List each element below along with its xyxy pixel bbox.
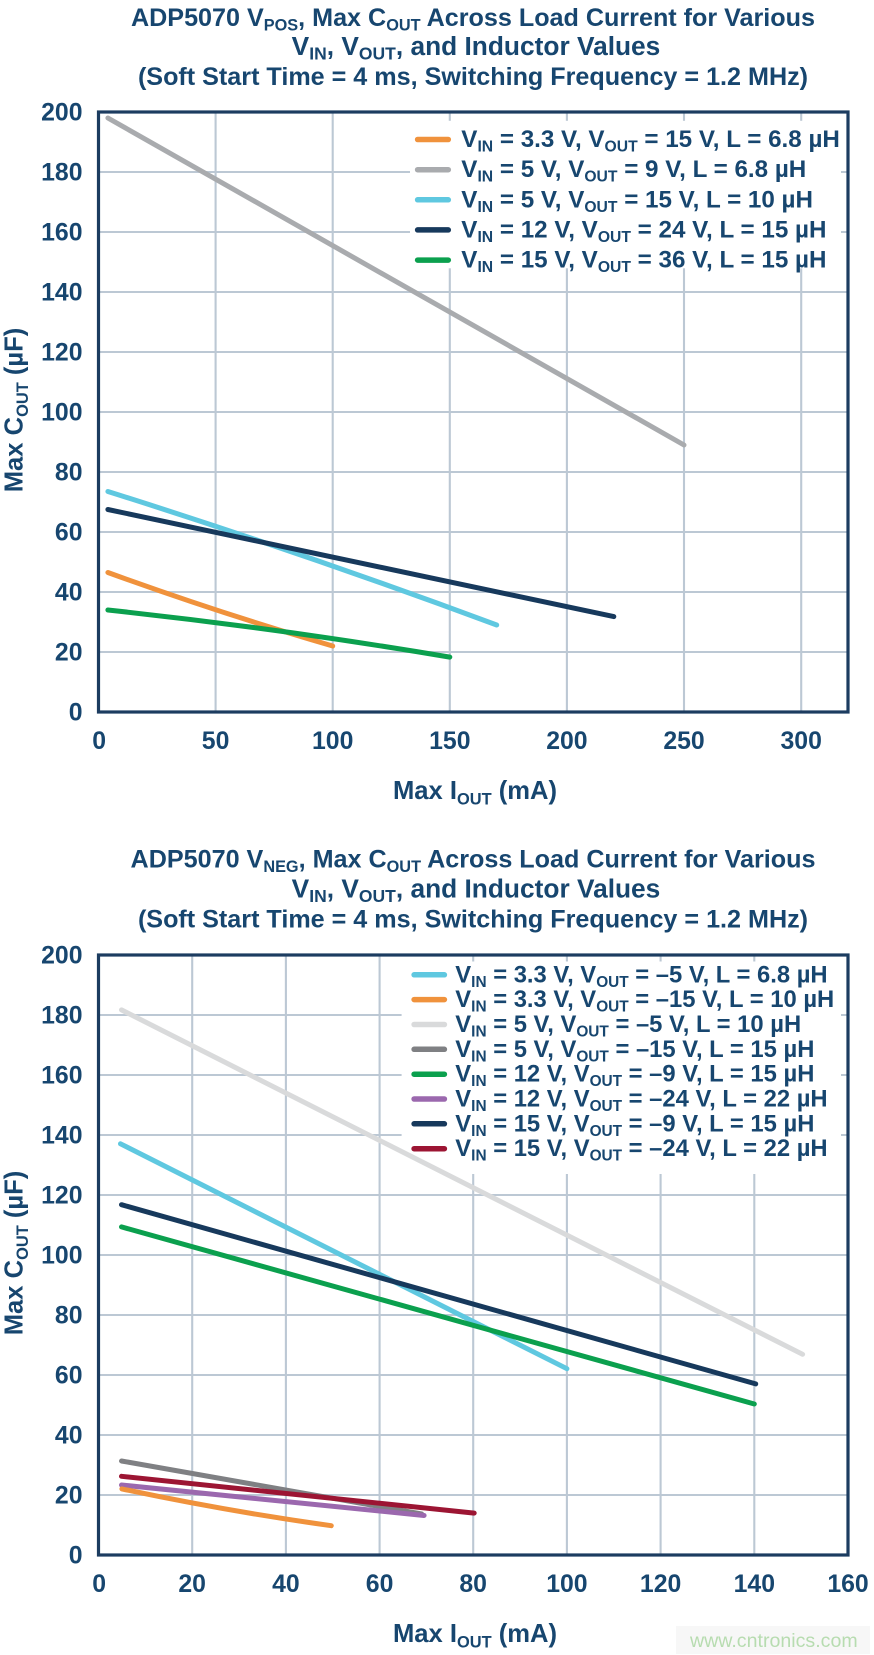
svg-text:100: 100 xyxy=(312,728,353,755)
svg-text:40: 40 xyxy=(272,1571,300,1598)
svg-text:VIN​ = 5 V, VOUT​ = 15 V, L =: VIN​ = 5 V, VOUT​ = 15 V, L = 10 µH xyxy=(461,186,813,216)
svg-text:150: 150 xyxy=(429,728,470,755)
svg-text:(Soft Start Time = 4 ms, Switc: (Soft Start Time = 4 ms, Switching Frequ… xyxy=(138,906,808,934)
svg-text:120: 120 xyxy=(41,340,82,367)
svg-text:100: 100 xyxy=(41,400,82,427)
svg-text:200: 200 xyxy=(41,943,82,970)
svg-text:100: 100 xyxy=(546,1571,587,1598)
svg-text:50: 50 xyxy=(202,728,230,755)
svg-text:120: 120 xyxy=(640,1571,681,1598)
svg-text:www.cntronics.com: www.cntronics.com xyxy=(689,1630,858,1652)
svg-text:300: 300 xyxy=(781,728,822,755)
svg-text:180: 180 xyxy=(41,160,82,187)
svg-text:40: 40 xyxy=(55,1423,83,1450)
svg-text:0: 0 xyxy=(69,1543,83,1570)
svg-text:ADP5070 VPOS​, Max COUT​ Acros: ADP5070 VPOS​, Max COUT​ Across Load Cur… xyxy=(131,4,815,35)
svg-text:160: 160 xyxy=(41,220,82,247)
svg-text:VIN​ = 15 V, VOUT​ = –24 V, L: VIN​ = 15 V, VOUT​ = –24 V, L = 22 µH xyxy=(455,1135,827,1165)
svg-text:0: 0 xyxy=(92,728,106,755)
svg-text:140: 140 xyxy=(41,280,82,307)
svg-text:0: 0 xyxy=(92,1571,106,1598)
svg-text:60: 60 xyxy=(55,1363,83,1390)
svg-text:60: 60 xyxy=(366,1571,394,1598)
svg-text:200: 200 xyxy=(546,728,587,755)
svg-text:VIN​ = 12 V, VOUT​ = –24 V, L: VIN​ = 12 V, VOUT​ = –24 V, L = 22 µH xyxy=(455,1085,827,1115)
svg-text:200: 200 xyxy=(41,100,82,127)
svg-text:(Soft Start Time = 4 ms, Switc: (Soft Start Time = 4 ms, Switching Frequ… xyxy=(138,63,808,91)
svg-text:160: 160 xyxy=(41,1063,82,1090)
svg-text:250: 250 xyxy=(663,728,704,755)
svg-text:40: 40 xyxy=(55,580,83,607)
svg-text:ADP5070 VNEG​, Max COUT​ Acros: ADP5070 VNEG​, Max COUT​ Across Load Cur… xyxy=(131,846,816,877)
svg-text:100: 100 xyxy=(41,1243,82,1270)
svg-text:140: 140 xyxy=(734,1571,775,1598)
svg-text:VIN​ = 12 V, VOUT​ = –9 V, L =: VIN​ = 12 V, VOUT​ = –9 V, L = 15 µH xyxy=(455,1061,814,1091)
svg-text:140: 140 xyxy=(41,1123,82,1150)
svg-text:20: 20 xyxy=(55,640,83,667)
svg-text:80: 80 xyxy=(55,1303,83,1330)
svg-text:VIN​ = 15 V, VOUT​ = –9 V, L =: VIN​ = 15 V, VOUT​ = –9 V, L = 15 µH xyxy=(455,1110,814,1140)
svg-text:Max IOUT​ (mA): Max IOUT​ (mA) xyxy=(393,1620,557,1652)
svg-text:20: 20 xyxy=(178,1571,206,1598)
svg-text:VIN​, VOUT​, and Inductor Valu: VIN​, VOUT​, and Inductor Values xyxy=(292,874,661,907)
svg-text:VIN​ = 15 V, VOUT​ = 36 V, L =: VIN​ = 15 V, VOUT​ = 36 V, L = 15 µH xyxy=(461,247,826,277)
svg-text:VIN​ = 3.3 V, VOUT​ = –5 V, L: VIN​ = 3.3 V, VOUT​ = –5 V, L = 6.8 µH xyxy=(455,961,827,991)
svg-text:VIN​ = 5 V, VOUT​ = 9 V, L = 6: VIN​ = 5 V, VOUT​ = 9 V, L = 6.8 µH xyxy=(461,156,806,186)
svg-text:180: 180 xyxy=(41,1003,82,1030)
svg-text:VIN​ = 12 V, VOUT​ = 24 V, L =: VIN​ = 12 V, VOUT​ = 24 V, L = 15 µH xyxy=(461,216,826,246)
svg-text:VIN​ = 3.3 V, VOUT​ = 15 V, L: VIN​ = 3.3 V, VOUT​ = 15 V, L = 6.8 µH xyxy=(461,126,840,156)
svg-text:0: 0 xyxy=(69,700,83,727)
svg-text:Max COUT​ (µF): Max COUT​ (µF) xyxy=(1,1171,33,1336)
svg-text:120: 120 xyxy=(41,1183,82,1210)
svg-text:60: 60 xyxy=(55,520,83,547)
svg-text:80: 80 xyxy=(459,1571,487,1598)
svg-text:160: 160 xyxy=(827,1571,868,1598)
svg-text:VIN​ = 3.3 V, VOUT​ = –15 V, L: VIN​ = 3.3 V, VOUT​ = –15 V, L = 10 µH xyxy=(455,986,834,1016)
svg-text:Max COUT​ (µF): Max COUT​ (µF) xyxy=(1,328,33,493)
svg-text:VIN​ = 5 V, VOUT​ = –5 V, L =: VIN​ = 5 V, VOUT​ = –5 V, L = 10 µH xyxy=(455,1011,801,1041)
svg-text:Max IOUT​ (mA): Max IOUT​ (mA) xyxy=(393,777,557,809)
svg-text:20: 20 xyxy=(55,1483,83,1510)
svg-text:VIN​, VOUT​, and Inductor Valu: VIN​, VOUT​, and Inductor Values xyxy=(292,31,661,64)
svg-text:80: 80 xyxy=(55,460,83,487)
svg-text:VIN​ = 5 V, VOUT​ = –15 V, L =: VIN​ = 5 V, VOUT​ = –15 V, L = 15 µH xyxy=(455,1036,814,1066)
